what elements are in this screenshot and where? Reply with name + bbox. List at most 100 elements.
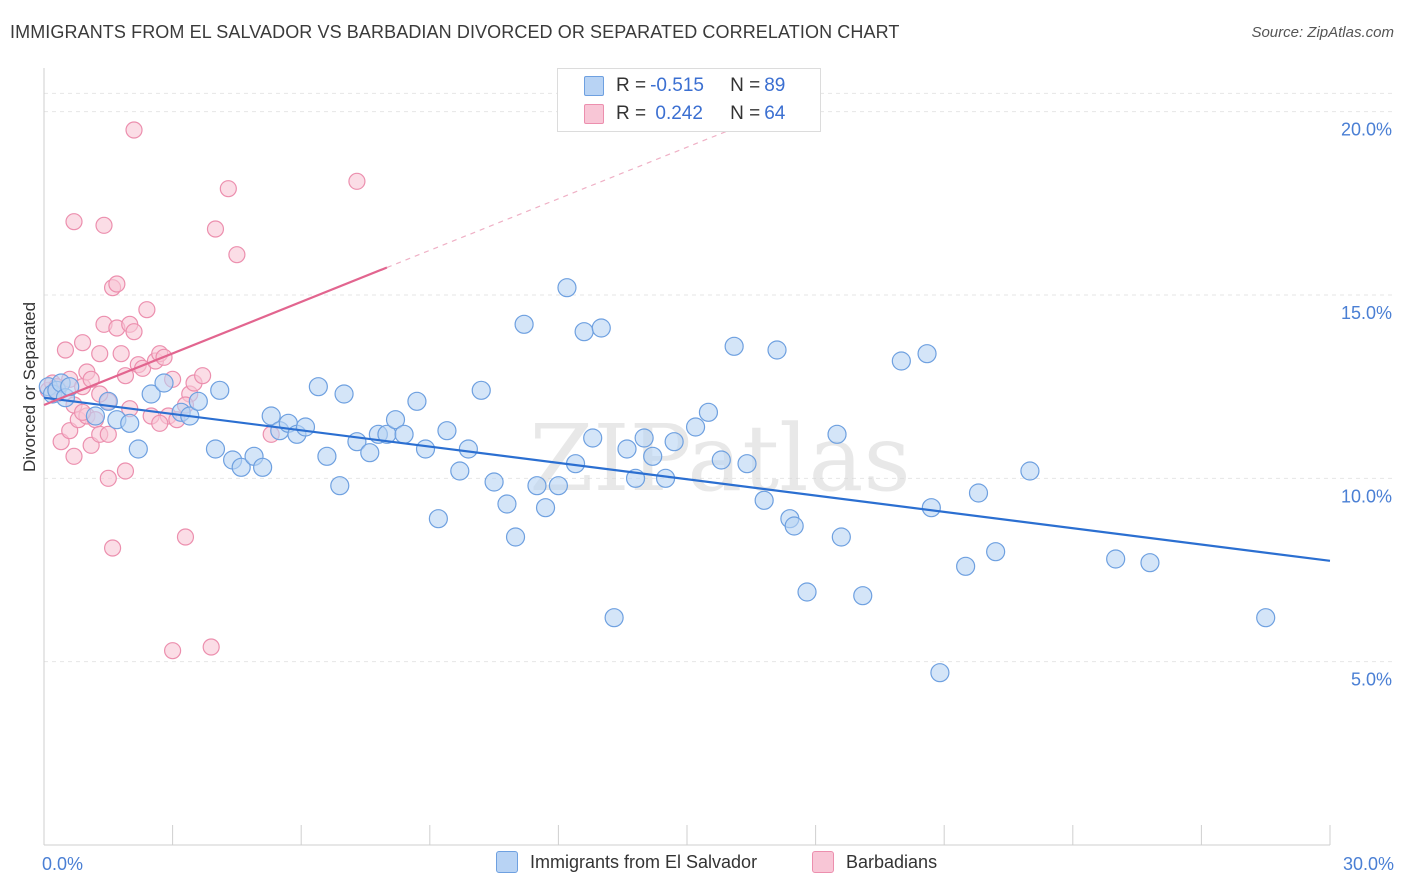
legend-n-label: N = — [730, 75, 761, 96]
legend-r-value: -0.515 — [650, 75, 704, 96]
data-point — [685, 417, 706, 437]
legend-n-label: N = — [730, 103, 761, 124]
legend-row-el-salvador: R = -0.515 N = 89 — [584, 72, 785, 100]
data-point — [103, 539, 122, 557]
data-point — [65, 447, 83, 465]
data-point — [415, 439, 436, 459]
x-tick-label: 30.0% — [1343, 854, 1394, 874]
data-point — [73, 334, 92, 352]
legend-label: Immigrants from El Salvador — [530, 851, 758, 872]
data-point — [737, 454, 757, 474]
data-point — [385, 410, 406, 430]
data-point — [930, 663, 950, 683]
data-point — [164, 642, 182, 660]
grid-lines — [44, 92, 1395, 663]
data-point — [784, 516, 804, 536]
data-point — [458, 439, 478, 459]
data-point — [261, 406, 281, 426]
legend-r-label: R = — [616, 103, 647, 124]
data-point — [138, 301, 156, 319]
chart-title: IMMIGRANTS FROM EL SALVADOR VS BARBADIAN… — [10, 22, 900, 42]
legend-r-value: 0.242 — [650, 103, 703, 124]
data-point — [154, 373, 174, 393]
axes — [43, 68, 1331, 846]
data-point — [591, 318, 611, 338]
el-salvador-trend-line — [43, 396, 1331, 562]
data-point — [112, 345, 130, 363]
data-point — [767, 340, 787, 360]
data-point — [253, 457, 273, 477]
source-label: Source: ZipAtlas.com — [1251, 24, 1394, 41]
data-point — [205, 439, 226, 459]
data-point — [308, 377, 328, 397]
legend-n-value: 89 — [764, 75, 786, 96]
data-point — [583, 428, 603, 448]
data-point — [831, 527, 851, 547]
x-tick-label: 0.0% — [42, 854, 83, 874]
data-point — [194, 367, 212, 385]
data-point — [125, 121, 143, 139]
data-point — [317, 446, 337, 466]
data-point — [921, 498, 941, 518]
data-point — [917, 344, 937, 364]
data-point — [664, 432, 684, 452]
data-point — [797, 582, 817, 602]
legend-swatch-pink — [812, 851, 834, 873]
data-point — [394, 424, 414, 444]
data-point — [574, 322, 594, 342]
data-point — [295, 417, 316, 437]
data-point — [450, 461, 470, 481]
data-point — [711, 450, 731, 470]
legend-swatch-pink — [584, 104, 604, 124]
y-tick-label: 15.0% — [1341, 303, 1392, 323]
data-point — [698, 402, 719, 422]
data-point — [437, 421, 457, 441]
y-axis-label: Divorced or Separated — [20, 301, 39, 472]
barbadians-trend-extension — [386, 129, 731, 269]
data-point — [827, 424, 847, 444]
data-point — [1106, 549, 1126, 569]
legend-swatch-blue — [496, 851, 518, 873]
y-tick-label: 5.0% — [1351, 670, 1392, 690]
data-point — [334, 384, 354, 404]
data-point — [853, 586, 873, 606]
el-salvador-points — [38, 278, 1276, 683]
y-tick-label: 10.0% — [1341, 486, 1392, 506]
legend-swatch-blue — [584, 76, 604, 96]
data-point — [1256, 608, 1276, 628]
correlation-legend: R = -0.515 N = 89 R = 0.242 N = 64 — [557, 68, 821, 132]
data-point — [527, 476, 547, 496]
series-legend: Immigrants from El Salvador Barbadians — [0, 851, 1406, 879]
data-point — [120, 413, 140, 433]
data-point — [231, 457, 251, 477]
legend-label: Barbadians — [846, 851, 938, 872]
data-point — [891, 351, 911, 371]
data-point — [206, 220, 225, 238]
data-point — [986, 542, 1006, 562]
data-point — [116, 462, 135, 480]
data-point — [471, 380, 491, 400]
data-point — [968, 483, 989, 503]
data-point — [724, 336, 744, 356]
data-point — [428, 509, 448, 529]
data-point — [99, 425, 117, 443]
y-tick-label: 20.0% — [1341, 120, 1392, 140]
legend-n-value: 64 — [764, 103, 786, 124]
data-point — [210, 380, 230, 400]
data-point — [407, 391, 427, 411]
data-point — [634, 428, 654, 448]
data-point — [228, 246, 246, 264]
data-point — [188, 391, 208, 411]
legend-item-barbadians[interactable]: Barbadians — [812, 851, 937, 873]
tick-labels: 5.0% 10.0% 15.0% 20.0% 0.0% 30.0% — [42, 120, 1394, 874]
data-point — [557, 278, 577, 298]
data-point — [617, 439, 637, 459]
data-point — [956, 556, 976, 576]
data-point — [754, 490, 774, 510]
legend-r-label: R = — [616, 75, 647, 96]
data-point — [643, 446, 663, 466]
data-point — [360, 443, 380, 463]
legend-item-el-salvador[interactable]: Immigrants from El Salvador — [496, 851, 757, 873]
legend-row-barbadians: R = 0.242 N = 64 — [584, 100, 785, 128]
